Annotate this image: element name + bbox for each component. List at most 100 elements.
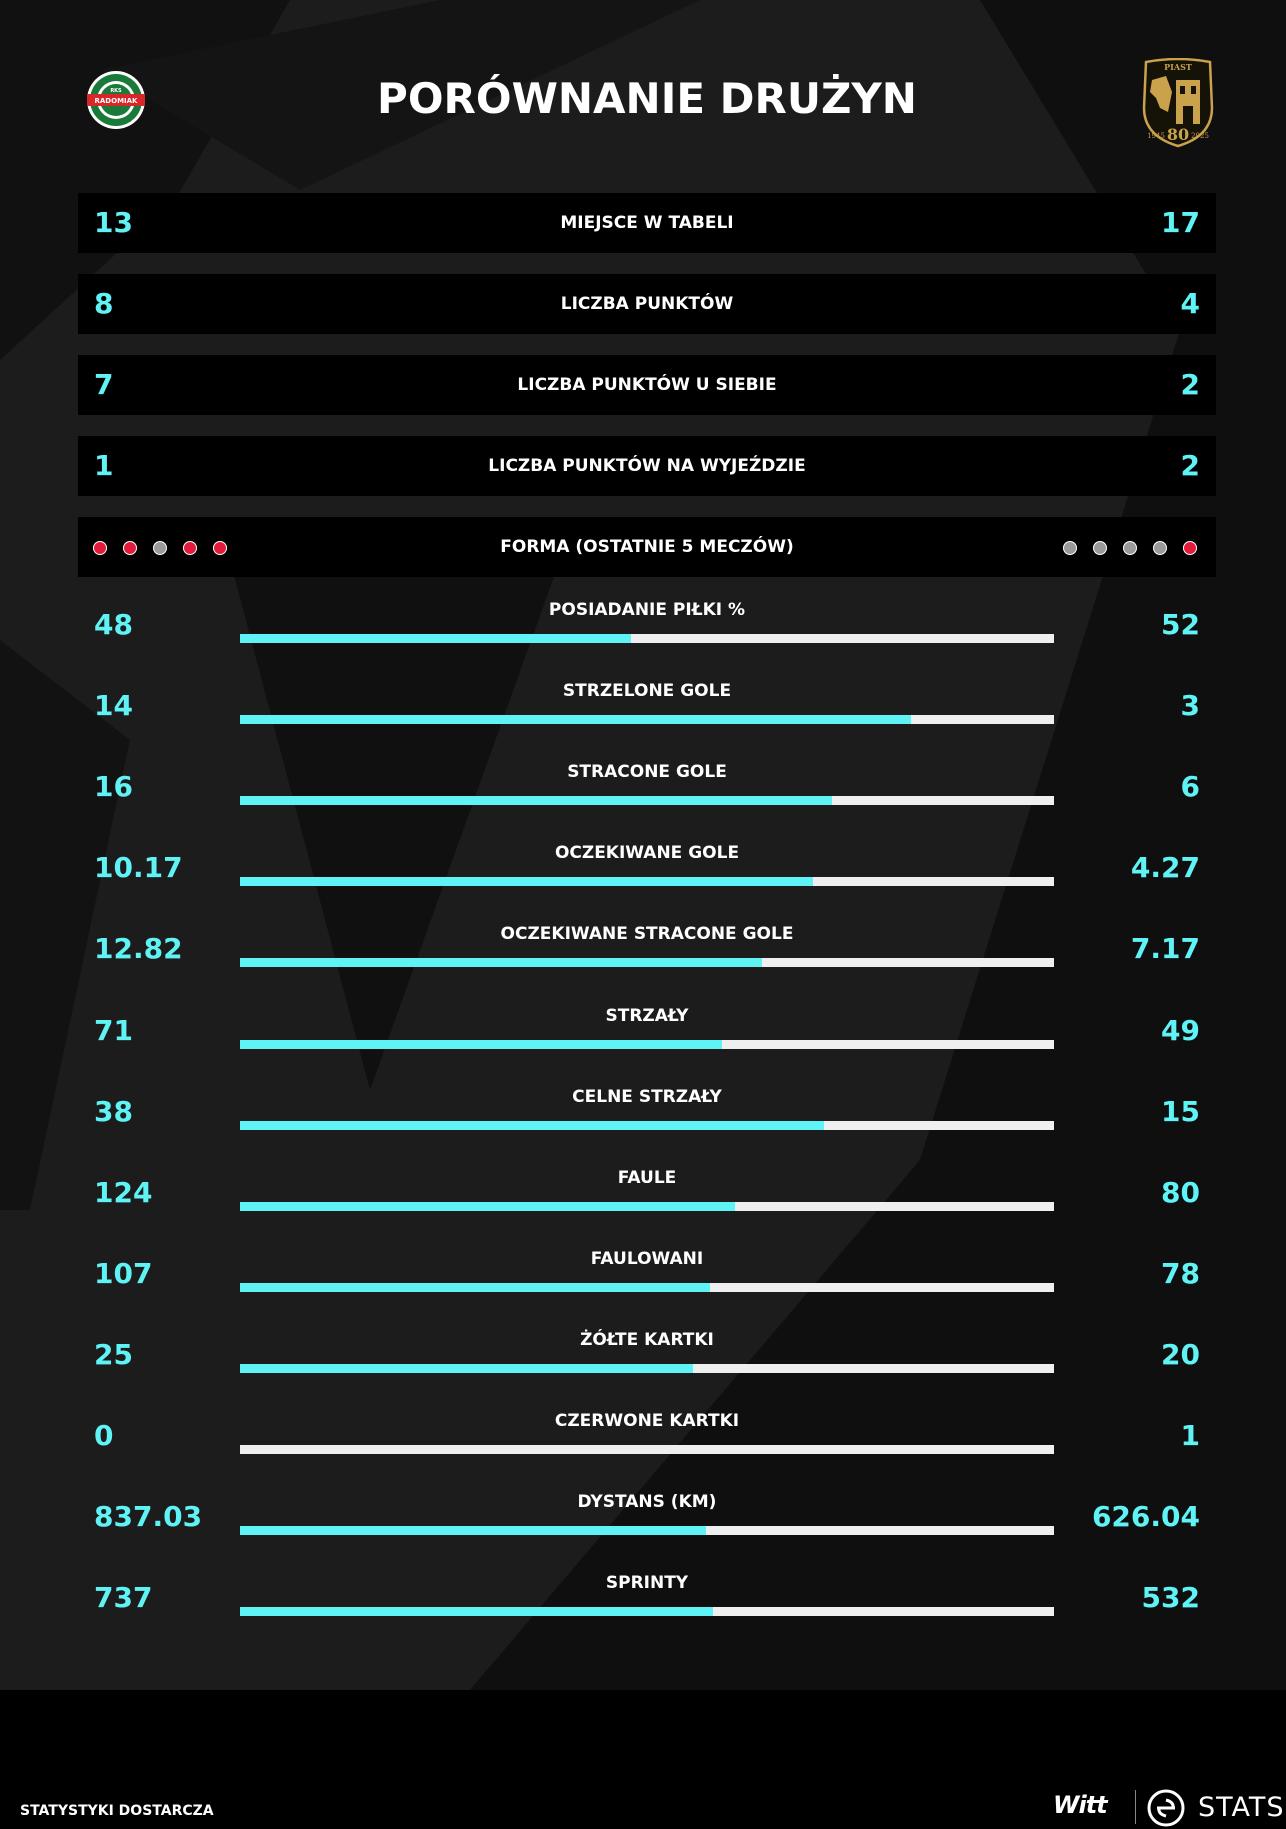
away-value: 626.04 — [1091, 1500, 1200, 1534]
header: RKS RADOMIAK PORÓWNANIE DRUŻYN PIAST 194… — [0, 58, 1286, 148]
comparison-bar-track — [240, 1445, 1054, 1454]
form-dot-draw — [1063, 541, 1077, 555]
radomiak-crest-icon: RKS RADOMIAK — [87, 71, 145, 129]
comparison-bar-fill — [240, 1607, 713, 1617]
comparison-bar-fill — [240, 1282, 711, 1292]
stat-label: LICZBA PUNKTÓW — [560, 294, 734, 314]
row-band — [78, 517, 1216, 577]
stat-label: FORMA (OSTATNIE 5 MECZÓW) — [500, 537, 794, 557]
stat-label: OCZEKIWANE STRACONE GOLE — [500, 924, 794, 945]
form-dot-draw — [1093, 541, 1107, 555]
stat-label: LICZBA PUNKTÓW NA WYJEŹDZIE — [488, 456, 806, 476]
stat-row-bar: 71 STRZAŁY 49 — [0, 1000, 1286, 1060]
stat-row-points: 8 LICZBA PUNKTÓW 4 — [0, 274, 1286, 334]
away-value: 52 — [1161, 608, 1200, 641]
form-dot-draw — [1153, 541, 1167, 555]
stat-label: CELNE STRZAŁY — [572, 1086, 722, 1107]
away-value: 3 — [1180, 689, 1200, 723]
stat-row-home-points: 7 LICZBA PUNKTÓW U SIEBIE 2 — [0, 355, 1286, 415]
stat-label: ŻÓŁTE KARTKI — [580, 1329, 714, 1350]
stat-row-bar: 837.03 DYSTANS (KM) 626.04 — [0, 1486, 1286, 1546]
away-value: 80 — [1161, 1175, 1200, 1209]
comparison-bar-track — [240, 1201, 1054, 1211]
stat-row-away-points: 1 LICZBA PUNKTÓW NA WYJEŹDZIE 2 — [0, 436, 1286, 496]
comparison-bar-track — [240, 1363, 1054, 1373]
comparison-bar-fill — [240, 1120, 824, 1130]
ekstraklasa-logo-icon — [1147, 1789, 1185, 1827]
comparison-bar-fill — [240, 958, 762, 968]
home-value: 737 — [94, 1581, 153, 1615]
stat-label: FAULE — [617, 1167, 677, 1188]
stat-label: FAULOWANI — [590, 1248, 704, 1269]
away-value: 7.17 — [1130, 932, 1200, 966]
home-value: 8 — [94, 287, 114, 320]
away-value: 2 — [1180, 449, 1200, 482]
brand-divider — [1135, 1790, 1136, 1824]
footer: STATYSTYKI DOSTARCZA Witt STATS — [0, 1690, 1286, 1829]
comparison-bar-fill — [240, 715, 911, 725]
stats-logo-text: STATS — [1198, 1792, 1285, 1823]
form-dot-loss — [213, 541, 227, 555]
home-value: 107 — [94, 1256, 153, 1290]
home-value: 1 — [94, 449, 114, 482]
away-value: 49 — [1161, 1013, 1200, 1047]
away-value: 1 — [1180, 1419, 1200, 1452]
stat-label: LICZBA PUNKTÓW U SIEBIE — [517, 375, 777, 395]
form-dot-draw — [1123, 541, 1137, 555]
svg-text:RADOMIAK: RADOMIAK — [95, 97, 139, 105]
stat-label: MIEJSCE W TABELI — [560, 213, 734, 233]
stat-row-bar: 16 STRACONE GOLE 6 — [0, 756, 1286, 816]
away-value: 17 — [1161, 206, 1200, 239]
stat-row-bar: 107 FAULOWANI 78 — [0, 1243, 1286, 1303]
comparison-bar-track — [240, 1120, 1054, 1130]
stat-label: STRACONE GOLE — [567, 762, 727, 783]
comparison-bar-track — [240, 1039, 1054, 1049]
witt-logo: Witt — [1053, 1791, 1108, 1819]
stat-label: CZERWONE KARTKI — [554, 1411, 740, 1431]
comparison-bar-fill — [240, 1363, 693, 1373]
home-value: 13 — [94, 206, 133, 239]
stat-label: POSIADANIE PIŁKI % — [548, 600, 746, 620]
stat-row-form: FORMA (OSTATNIE 5 MECZÓW) — [0, 517, 1286, 577]
home-value: 14 — [94, 689, 133, 723]
home-value: 837.03 — [94, 1500, 203, 1534]
home-value: 48 — [94, 608, 133, 641]
away-value: 15 — [1161, 1094, 1200, 1128]
stat-label: STRZAŁY — [605, 1005, 689, 1026]
svg-text:PIAST: PIAST — [1164, 62, 1192, 72]
away-value: 532 — [1141, 1581, 1200, 1615]
comparison-bar-track — [240, 1282, 1054, 1292]
stat-row-bar: 14 STRZELONE GOLE 3 — [0, 675, 1286, 735]
stat-label: SPRINTY — [605, 1573, 689, 1594]
comparison-bar-track — [240, 715, 1054, 725]
stat-row-bar: 25 ŻÓŁTE KARTKI 20 — [0, 1324, 1286, 1384]
stat-row-bar: 48 POSIADANIE PIŁKI % 52 — [0, 594, 1286, 654]
stat-label: STRZELONE GOLE — [562, 681, 732, 702]
comparison-bar-track — [240, 1607, 1054, 1617]
stat-label: OCZEKIWANE GOLE — [554, 843, 740, 864]
row-band — [78, 274, 1216, 334]
comparison-bar-track — [240, 1526, 1054, 1536]
stat-row-bar: 737 SPRINTY 532 — [0, 1567, 1286, 1627]
away-value: 4.27 — [1130, 851, 1200, 885]
comparison-bar-fill — [240, 634, 631, 643]
comparison-bar-fill — [240, 1526, 706, 1536]
svg-text:RKS: RKS — [110, 88, 122, 94]
stat-row-bar: 38 CELNE STRZAŁY 15 — [0, 1081, 1286, 1141]
home-value: 16 — [94, 770, 133, 804]
row-band — [78, 436, 1216, 496]
row-band — [78, 355, 1216, 415]
comparison-bar-fill — [240, 1201, 735, 1211]
stat-row-bar: 0 CZERWONE KARTKI 1 — [0, 1405, 1286, 1465]
stat-row-league-position: 13 MIEJSCE W TABELI 17 — [0, 193, 1286, 253]
home-form-dots — [93, 541, 227, 555]
page-title: PORÓWNANIE DRUŻYN — [377, 74, 917, 123]
home-value: 124 — [94, 1175, 153, 1209]
home-value: 12.82 — [94, 932, 183, 966]
svg-text:2025: 2025 — [1191, 132, 1209, 140]
home-value: 71 — [94, 1013, 133, 1047]
stat-label: DYSTANS (KM) — [577, 1492, 717, 1513]
piast-crest-icon: PIAST 1945 80 2025 — [1142, 58, 1214, 148]
form-dot-loss — [93, 541, 107, 555]
stat-row-bar: 12.82 OCZEKIWANE STRACONE GOLE 7.17 — [0, 918, 1286, 978]
